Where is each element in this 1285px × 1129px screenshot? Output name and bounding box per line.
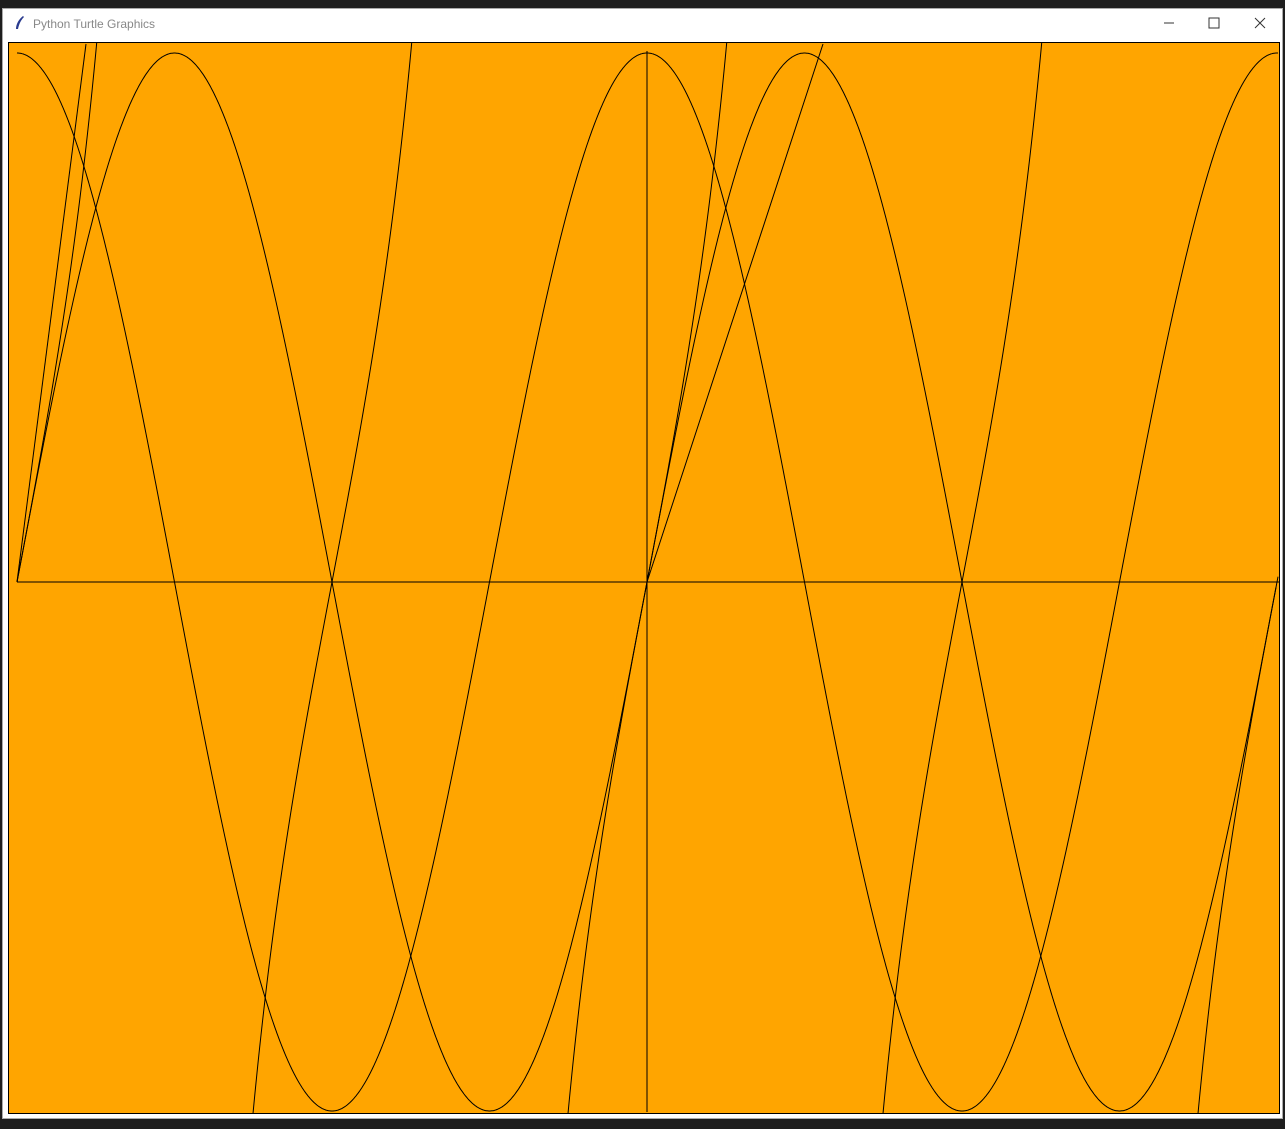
close-button[interactable]	[1250, 13, 1270, 33]
app-icon	[16, 16, 24, 29]
window-title: Python Turtle Graphics	[33, 17, 156, 31]
cosine-curve	[17, 52, 1278, 1112]
plot-group	[16, 43, 1279, 1113]
minimize-button[interactable]	[1159, 13, 1179, 33]
turtle-canvas	[8, 42, 1280, 1114]
extra-line	[646, 43, 824, 583]
turtle-window: Python Turtle Graphics	[2, 8, 1283, 1119]
canvas-background	[8, 42, 1280, 1114]
extra-line	[16, 43, 87, 583]
maximize-button[interactable]	[1204, 13, 1224, 33]
